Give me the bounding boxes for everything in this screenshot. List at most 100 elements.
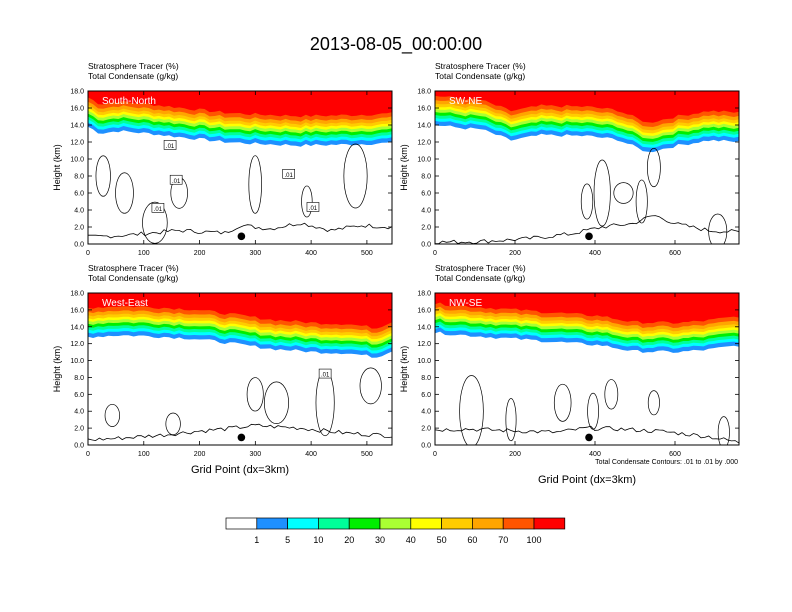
- colorbar-swatch: [533, 517, 566, 530]
- x-tick-label: 0: [433, 250, 437, 257]
- tracer-field: [435, 293, 739, 445]
- y-tick-label: 2.0: [421, 426, 431, 433]
- x-tick-label: 200: [509, 451, 521, 458]
- contour-label: .01: [309, 206, 318, 212]
- y-tick-label: 12.0: [70, 140, 84, 147]
- terrain-line: [435, 215, 739, 244]
- panel-header-line2: Total Condensate (g/kg): [88, 273, 178, 283]
- y-tick-label: 16.0: [417, 307, 431, 314]
- figure-title: 2013-08-05_00:00:00: [310, 34, 482, 55]
- location-marker: [585, 433, 593, 442]
- colorbar-swatch: [256, 517, 288, 530]
- colorbar-swatch: [318, 517, 350, 530]
- colorbar-label: 30: [375, 535, 385, 545]
- y-tick-label: 0.0: [74, 443, 84, 450]
- y-tick-label: 2.0: [421, 225, 431, 232]
- x-tick-label: 500: [361, 250, 373, 257]
- y-tick-label: 10.0: [70, 358, 84, 365]
- tracer-band-100: [435, 293, 739, 324]
- panels: .01 .01 .01 .01 .01 South-North Stratosphere T…: [52, 61, 740, 458]
- y-tick-label: 12.0: [417, 341, 431, 348]
- colorbar-swatch: [348, 517, 381, 530]
- y-tick-label: 2.0: [74, 426, 84, 433]
- x-tick-label: 600: [669, 250, 681, 257]
- y-tick-label: 2.0: [74, 225, 84, 232]
- panel-header-line1: Stratosphere Tracer (%): [88, 61, 179, 71]
- condensate-contour: [459, 375, 484, 445]
- colorbar-label: 1: [254, 535, 259, 545]
- panel-0: .01 .01 .01 .01 .01 South-North Stratosphere T…: [52, 61, 393, 257]
- x-tick-label: 300: [249, 250, 261, 257]
- colorbar-label: 50: [437, 535, 447, 545]
- condensate-contour: [343, 143, 368, 209]
- tracer-field: .01 .01 .01 .01 .01: [88, 91, 392, 244]
- terrain-line: [88, 423, 392, 442]
- y-tick-label: 8.0: [74, 375, 84, 382]
- colorbar-swatch: [472, 517, 504, 530]
- y-tick-label: 14.0: [417, 123, 431, 130]
- condensate-contour: [263, 381, 289, 425]
- panel-header-line2: Total Condensate (g/kg): [435, 71, 525, 81]
- x-tick-label: 200: [509, 250, 521, 257]
- x-tick-label: 300: [249, 451, 261, 458]
- condensate-contour: [717, 416, 730, 445]
- condensate-contour: [115, 172, 134, 214]
- panel-label: South-North: [102, 96, 156, 107]
- y-axis-label: Height (km): [52, 346, 62, 393]
- location-marker: [237, 433, 246, 442]
- contour-label: .01: [172, 179, 181, 185]
- panel-header-line1: Stratosphere Tracer (%): [435, 263, 526, 273]
- tracer-band-100: [88, 91, 392, 118]
- y-tick-label: 12.0: [417, 140, 431, 147]
- x-tick-label: 100: [138, 250, 150, 257]
- tracer-field: .01: [88, 293, 392, 445]
- condensate-contour: [593, 159, 611, 227]
- x-tick-label: 200: [194, 250, 206, 257]
- terrain-line: [88, 222, 392, 239]
- condensate-contour: [613, 182, 634, 204]
- x-tick-label: 400: [305, 250, 317, 257]
- y-tick-label: 10.0: [70, 157, 84, 164]
- terrain-line: [435, 425, 739, 444]
- condensate-contour: [647, 147, 661, 188]
- plot-frame: [87, 292, 393, 446]
- y-tick-label: 4.0: [421, 208, 431, 215]
- y-tick-label: 4.0: [74, 409, 84, 416]
- colorbar-swatch: [410, 517, 442, 530]
- location-marker: [585, 232, 593, 241]
- condensate-contour: [104, 403, 120, 427]
- condensate-contour: [246, 377, 264, 412]
- y-axis-label: Height (km): [399, 144, 409, 191]
- y-tick-label: 14.0: [417, 324, 431, 331]
- y-axis-label: Height (km): [399, 346, 409, 393]
- y-tick-label: 10.0: [417, 157, 431, 164]
- contour-note: Total Condensate Contours: .01 to .01 by…: [595, 459, 738, 466]
- y-tick-label: 6.0: [74, 392, 84, 399]
- y-tick-label: 6.0: [74, 191, 84, 198]
- condensate-contour: [635, 179, 648, 224]
- plot-frame: [434, 90, 740, 245]
- y-tick-label: 16.0: [70, 106, 84, 113]
- condensate-contour: [95, 155, 111, 197]
- condensate-contour: [604, 379, 619, 410]
- y-tick-label: 8.0: [421, 174, 431, 181]
- y-tick-label: 18.0: [417, 291, 431, 298]
- colorbar-swatch: [225, 517, 258, 530]
- y-tick-label: 6.0: [421, 191, 431, 198]
- panel-header-line2: Total Condensate (g/kg): [435, 273, 525, 283]
- colorbar-label: 70: [498, 535, 508, 545]
- x-tick-label: 100: [138, 451, 150, 458]
- colorbar-swatch: [379, 517, 412, 530]
- contour-label: .01: [284, 173, 293, 179]
- y-tick-label: 6.0: [421, 392, 431, 399]
- x-tick-label: 0: [433, 451, 437, 458]
- location-marker: [237, 232, 246, 241]
- contour-label: .01: [166, 144, 175, 150]
- colorbar-label: 5: [285, 535, 290, 545]
- y-tick-label: 12.0: [70, 341, 84, 348]
- tracer-band-100: [88, 293, 392, 329]
- y-tick-label: 8.0: [421, 375, 431, 382]
- colorbar-label: 10: [313, 535, 323, 545]
- x-tick-label: 500: [361, 451, 373, 458]
